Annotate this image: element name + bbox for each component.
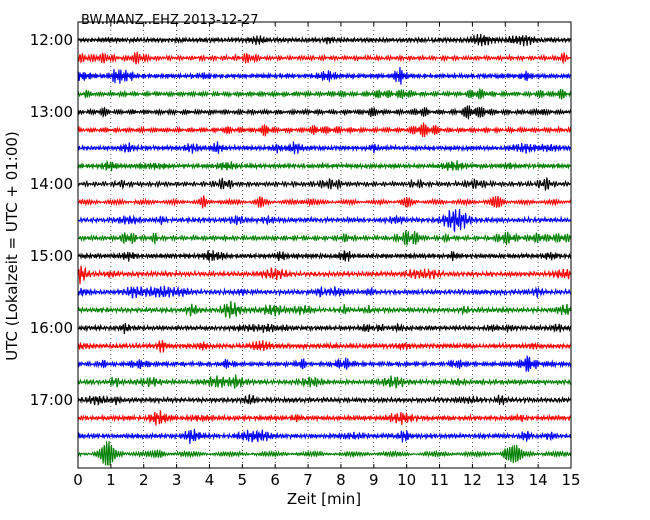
trace-line [77,322,572,335]
x-tick-label: 11 [430,471,449,489]
trace-line [77,440,572,467]
y-tick-label: 12:00 [30,31,73,49]
x-tick-label: 0 [73,471,83,489]
trace-line [77,410,572,426]
x-tick-label: 5 [238,471,248,489]
y-tick-label: 17:00 [30,391,73,409]
trace-line [77,195,572,209]
x-tick-label: 2 [139,471,149,489]
trace-line [77,208,572,233]
trace-line [77,122,572,138]
trace-line [77,105,572,120]
x-axis-ticks: 0 1 2 3 4 5 6 7 8 9 10 11 12 13 14 15 [73,22,581,489]
y-tick-label: 16:00 [30,319,73,337]
x-tick-label: 12 [463,471,482,489]
trace-line [77,285,572,299]
x-tick-label: 4 [205,471,215,489]
x-tick-label: 6 [270,471,280,489]
trace-line [77,33,572,47]
x-tick-label: 8 [336,471,346,489]
trace-line [77,354,572,372]
x-tick-label: 1 [106,471,116,489]
chart-title: BW.MANZ..EHZ 2013-12-27 [81,13,259,28]
trace-line [77,230,572,246]
axes-frame [77,21,572,469]
x-tick-label: 13 [496,471,515,489]
x-tick-label: 7 [303,471,313,489]
y-axis-label: UTC (Lokalzeit = UTC + 01:00) [3,131,21,361]
trace-line [77,428,572,445]
x-tick-label: 9 [369,471,379,489]
x-tick-label: 10 [397,471,416,489]
y-axis-ticks: 12:00 13:00 14:00 15:00 16:00 17:00 [30,31,571,409]
trace-line [77,374,572,389]
x-tick-label: 15 [561,471,580,489]
x-tick-label: 14 [529,471,548,489]
y-tick-label: 13:00 [30,103,73,121]
trace-line [77,340,572,353]
y-tick-label: 14:00 [30,175,73,193]
seismic-traces [77,33,572,467]
x-axis-label: Zeit [min] [287,490,361,508]
trace-line [77,393,572,406]
trace-line [77,300,572,319]
trace-line [77,141,572,155]
trace-line [77,88,572,101]
x-tick-label: 3 [172,471,182,489]
trace-line [77,51,572,65]
trace-line [77,159,572,172]
trace-line [77,177,572,192]
trace-line [77,66,572,85]
trace-line [77,265,572,285]
y-tick-label: 15:00 [30,247,73,265]
trace-line [77,249,572,263]
